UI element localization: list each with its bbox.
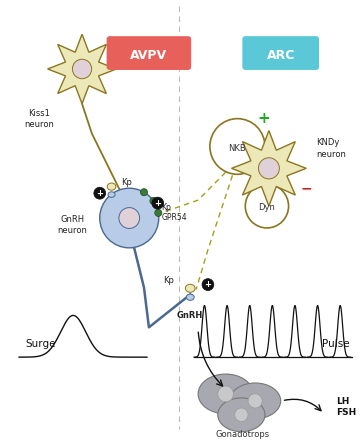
Ellipse shape xyxy=(230,383,281,419)
Text: Kp: Kp xyxy=(163,276,174,285)
Circle shape xyxy=(258,158,279,179)
Text: Kiss1
neuron: Kiss1 neuron xyxy=(24,109,54,129)
Text: Surge: Surge xyxy=(25,339,56,349)
Text: +: + xyxy=(205,280,211,289)
Ellipse shape xyxy=(218,398,265,432)
Text: KNDy
neuron: KNDy neuron xyxy=(316,139,346,159)
Text: Gonadotrops: Gonadotrops xyxy=(215,430,269,439)
Text: −: − xyxy=(300,181,312,195)
Circle shape xyxy=(150,197,157,205)
Ellipse shape xyxy=(107,183,116,190)
Text: ARC: ARC xyxy=(266,48,295,62)
Text: Kp: Kp xyxy=(162,202,172,212)
Text: Kp: Kp xyxy=(121,178,132,187)
Text: AVPV: AVPV xyxy=(130,48,168,62)
Ellipse shape xyxy=(108,192,115,197)
Circle shape xyxy=(235,408,248,421)
Circle shape xyxy=(152,197,164,209)
Text: +: + xyxy=(258,111,270,126)
Text: +: + xyxy=(154,198,161,208)
Text: Dyn: Dyn xyxy=(258,202,275,212)
Polygon shape xyxy=(232,131,306,206)
Text: Pulse: Pulse xyxy=(322,339,350,349)
Ellipse shape xyxy=(185,284,195,292)
Text: NKB: NKB xyxy=(228,144,246,153)
Ellipse shape xyxy=(198,374,253,414)
Text: +: + xyxy=(96,189,103,198)
Circle shape xyxy=(119,208,140,229)
Circle shape xyxy=(100,188,159,248)
Circle shape xyxy=(210,119,265,174)
FancyBboxPatch shape xyxy=(107,36,191,70)
Circle shape xyxy=(202,279,214,290)
Circle shape xyxy=(245,184,289,228)
Polygon shape xyxy=(48,34,117,104)
Text: GnRH
neuron: GnRH neuron xyxy=(57,215,87,235)
Ellipse shape xyxy=(186,294,194,300)
Circle shape xyxy=(218,386,233,402)
Circle shape xyxy=(140,189,148,196)
Text: LH
FSH: LH FSH xyxy=(336,397,356,416)
Text: GPR54: GPR54 xyxy=(162,213,187,222)
Circle shape xyxy=(155,209,162,216)
Circle shape xyxy=(248,394,262,408)
Circle shape xyxy=(72,59,92,79)
FancyBboxPatch shape xyxy=(242,36,319,70)
Circle shape xyxy=(94,187,106,199)
Text: GnRH: GnRH xyxy=(177,311,203,320)
